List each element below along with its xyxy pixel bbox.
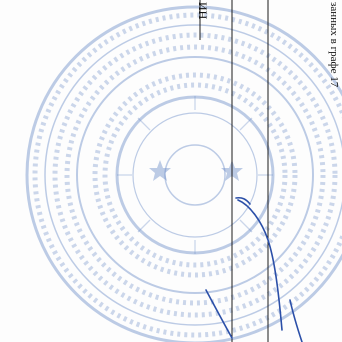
margin-note-text: занных в графе 17 [328,2,340,88]
column-header-text: ИН [196,2,210,20]
